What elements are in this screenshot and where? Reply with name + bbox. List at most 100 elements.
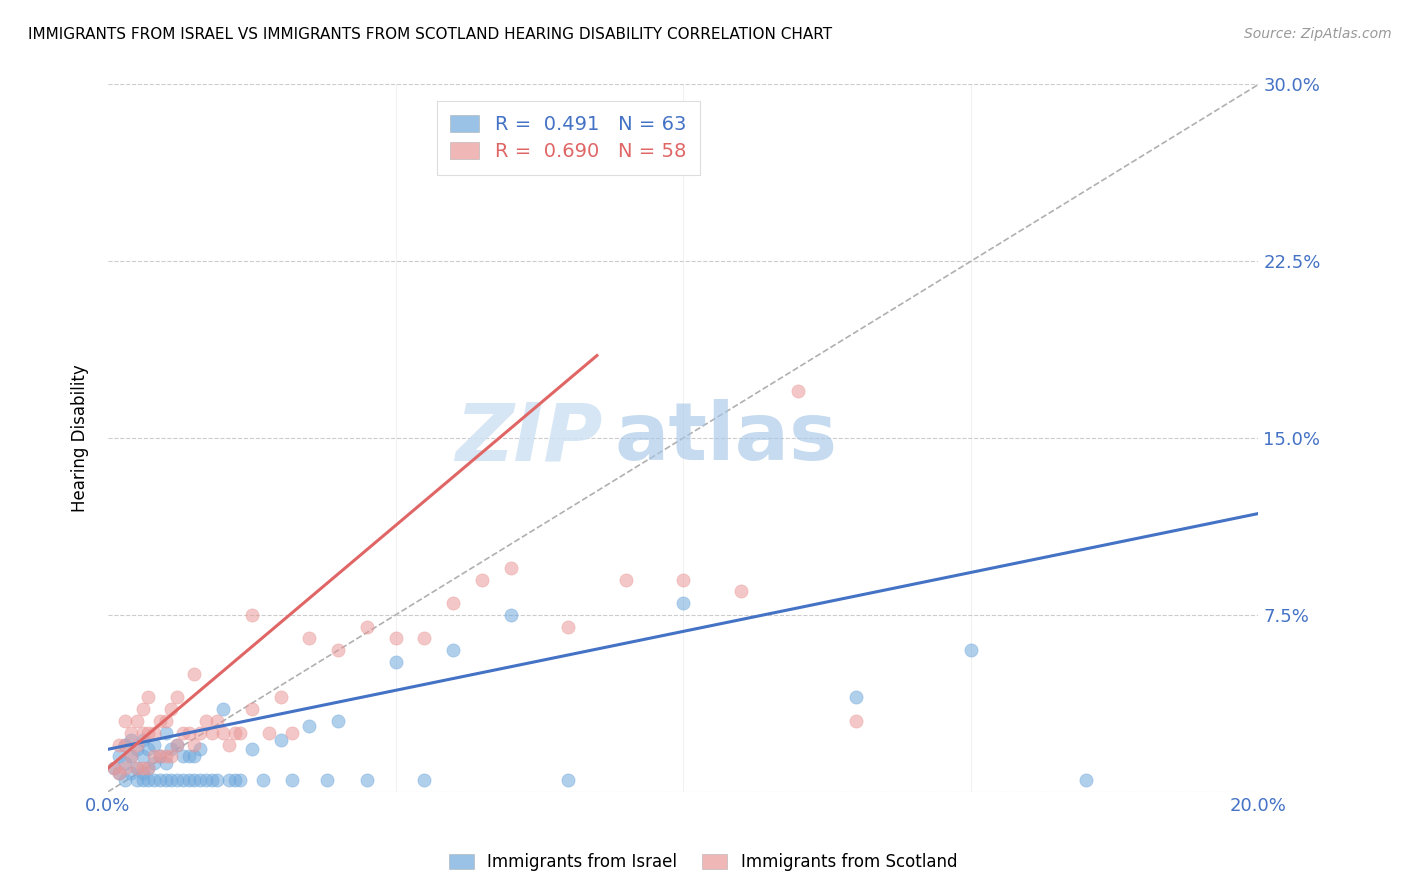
Point: [136, 725, 159, 739]
Point: [183, 749, 205, 764]
Point: [125, 714, 148, 728]
Point: [131, 772, 153, 787]
Point: [155, 772, 177, 787]
Point: [281, 725, 304, 739]
Point: [155, 725, 177, 739]
Point: [326, 714, 349, 728]
Point: [384, 632, 406, 646]
Point: [172, 749, 194, 764]
Point: [149, 749, 172, 764]
Point: [672, 573, 695, 587]
Point: [672, 596, 695, 610]
Point: [200, 772, 222, 787]
Point: [224, 725, 246, 739]
Point: [114, 714, 136, 728]
Point: [155, 749, 177, 764]
Point: [252, 772, 274, 787]
Point: [188, 772, 211, 787]
Point: [114, 761, 136, 775]
Point: [149, 714, 172, 728]
Point: [136, 742, 159, 756]
Point: [125, 761, 148, 775]
Legend: R =  0.491   N = 63, R =  0.690   N = 58: R = 0.491 N = 63, R = 0.690 N = 58: [436, 101, 700, 175]
Point: [108, 765, 131, 780]
Point: [298, 719, 321, 733]
Point: [384, 655, 406, 669]
Point: [960, 643, 983, 657]
Point: [160, 742, 183, 756]
Point: [212, 725, 235, 739]
Point: [131, 765, 153, 780]
Point: [160, 702, 183, 716]
Point: [108, 765, 131, 780]
Point: [125, 742, 148, 756]
Point: [131, 725, 153, 739]
Point: [212, 702, 235, 716]
Point: [441, 643, 464, 657]
Point: [125, 738, 148, 752]
Point: [200, 725, 222, 739]
Point: [114, 738, 136, 752]
Point: [120, 765, 142, 780]
Text: atlas: atlas: [614, 399, 838, 477]
Point: [194, 772, 217, 787]
Point: [131, 761, 153, 775]
Point: [499, 607, 522, 622]
Point: [356, 772, 378, 787]
Point: [218, 772, 240, 787]
Point: [120, 732, 142, 747]
Point: [149, 772, 172, 787]
Point: [160, 772, 183, 787]
Point: [207, 772, 229, 787]
Point: [131, 702, 153, 716]
Point: [108, 749, 131, 764]
Point: [155, 756, 177, 771]
Point: [172, 725, 194, 739]
Point: [166, 772, 188, 787]
Point: [270, 732, 292, 747]
Point: [298, 632, 321, 646]
Y-axis label: Hearing Disability: Hearing Disability: [72, 364, 89, 512]
Point: [183, 772, 205, 787]
Point: [108, 738, 131, 752]
Point: [224, 772, 246, 787]
Text: ZIP: ZIP: [456, 399, 603, 477]
Point: [166, 738, 188, 752]
Point: [281, 772, 304, 787]
Point: [143, 738, 166, 752]
Point: [114, 738, 136, 752]
Point: [730, 584, 752, 599]
Point: [177, 772, 200, 787]
Point: [183, 666, 205, 681]
Point: [845, 690, 868, 705]
Point: [149, 749, 172, 764]
Point: [120, 725, 142, 739]
Point: [413, 632, 436, 646]
Point: [143, 749, 166, 764]
Point: [125, 761, 148, 775]
Point: [160, 749, 183, 764]
Point: [143, 725, 166, 739]
Point: [270, 690, 292, 705]
Point: [125, 772, 148, 787]
Point: [240, 702, 263, 716]
Point: [240, 607, 263, 622]
Point: [207, 714, 229, 728]
Point: [194, 714, 217, 728]
Point: [120, 749, 142, 764]
Point: [166, 690, 188, 705]
Point: [188, 742, 211, 756]
Point: [499, 560, 522, 574]
Point: [413, 772, 436, 787]
Point: [557, 620, 579, 634]
Point: [326, 643, 349, 657]
Point: [136, 761, 159, 775]
Point: [131, 732, 153, 747]
Point: [136, 690, 159, 705]
Point: [188, 725, 211, 739]
Point: [166, 738, 188, 752]
Point: [131, 749, 153, 764]
Point: [229, 772, 252, 787]
Point: [103, 761, 125, 775]
Point: [143, 772, 166, 787]
